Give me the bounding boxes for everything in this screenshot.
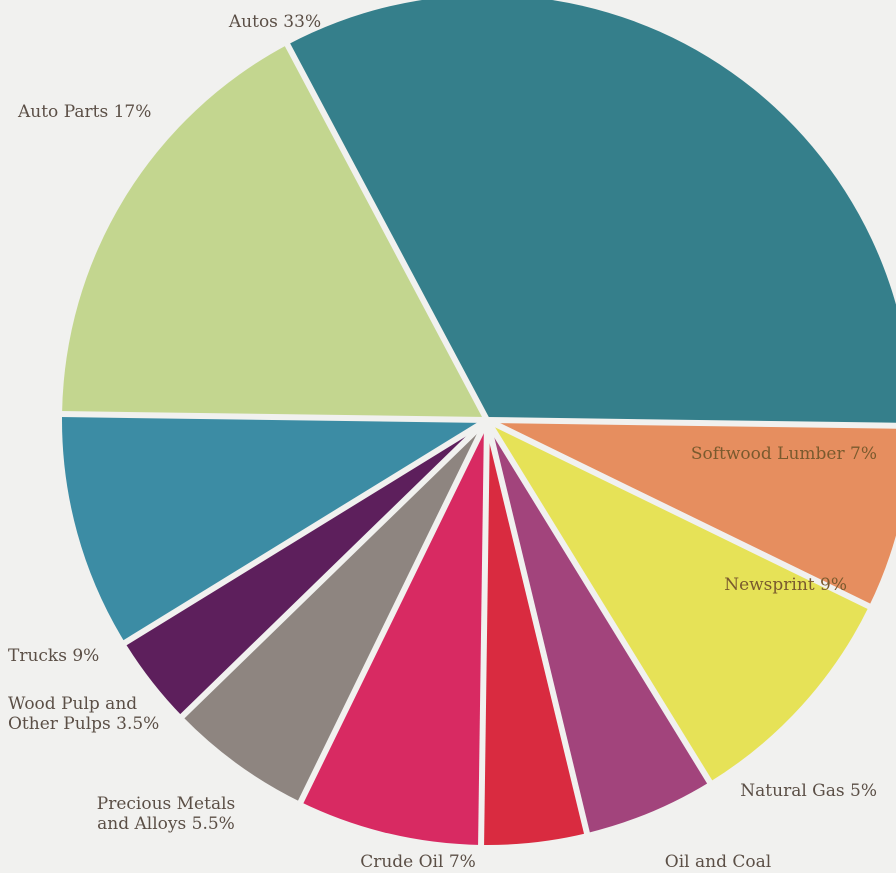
pie-slice-6 <box>182 420 487 802</box>
pie-slice-2 <box>487 420 869 782</box>
slice-separator-0 <box>280 34 490 422</box>
slice-separator-7 <box>173 417 490 726</box>
pie-slice-7 <box>125 420 487 717</box>
pie-slice-8 <box>62 414 487 643</box>
slice-separator-1 <box>486 417 896 429</box>
pie-slice-5 <box>300 420 487 845</box>
slice-label-9: Auto Parts 17% <box>18 102 152 122</box>
pie-slice-0 <box>287 0 896 426</box>
slice-label-2: Newsprint 9% <box>724 575 847 595</box>
slice-label-1: Softwood Lumber 7% <box>690 444 877 464</box>
slice-label-0: Autos 33% <box>228 12 322 32</box>
slice-label-8: Trucks 9% <box>8 646 100 666</box>
slice-separator-5 <box>477 419 490 855</box>
slice-label-5: Crude Oil 7% <box>360 852 476 872</box>
slice-separator-2 <box>485 417 880 614</box>
slice-label-7: Wood Pulp and Other Pulps 3.5% <box>8 694 160 734</box>
slice-separator-3 <box>484 418 718 793</box>
slice-label-6: Precious Metals and Alloys 5.5% <box>96 794 236 834</box>
pie-slice-4 <box>481 420 587 845</box>
pie-slice-9 <box>62 44 487 420</box>
slice-separator-4 <box>484 419 593 844</box>
slice-separator-6 <box>293 418 490 813</box>
slice-label-3: Natural Gas 5% <box>740 781 877 801</box>
slice-separator-9 <box>52 410 488 423</box>
slice-label-4: Oil and Coal Products 4% <box>663 852 772 873</box>
pie-slice-3 <box>487 420 710 834</box>
slice-separator-8 <box>114 417 489 651</box>
